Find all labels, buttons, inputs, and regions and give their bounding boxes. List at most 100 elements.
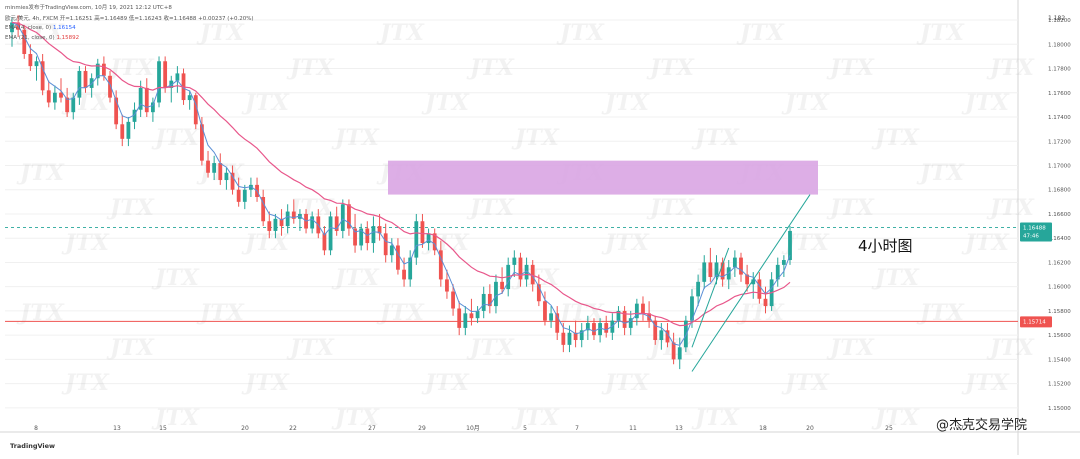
x-tick-label: 27 bbox=[368, 425, 376, 432]
candle-body bbox=[200, 124, 204, 161]
y-axis-top-label: 1.182 bbox=[1048, 15, 1065, 22]
upper-trendline bbox=[691, 247, 730, 348]
candle-body bbox=[555, 313, 560, 333]
candle-body bbox=[144, 87, 149, 113]
candle-body bbox=[261, 197, 266, 222]
watermark-text: JTX bbox=[421, 370, 470, 396]
candles bbox=[10, 15, 792, 370]
watermark-text: JTX bbox=[826, 335, 875, 361]
watermark-text: JTX bbox=[691, 125, 740, 151]
x-tick-label: 5 bbox=[523, 425, 527, 432]
y-tick-label: 1.18000 bbox=[1048, 42, 1071, 48]
watermark-text: JTX bbox=[511, 125, 560, 151]
watermark-text: JTX bbox=[151, 125, 200, 151]
y-tick-label: 1.15800 bbox=[1048, 309, 1071, 315]
watermark-text: JTX bbox=[986, 195, 1035, 221]
candle-body bbox=[543, 301, 547, 321]
watermark-text: JTX bbox=[466, 55, 515, 81]
watermark-text: JTX bbox=[466, 335, 515, 361]
symbol-name: 欧元/美元, 4h, FXCM bbox=[5, 16, 58, 22]
watermark-text: JTX bbox=[376, 300, 425, 326]
y-tick-label: 1.16800 bbox=[1048, 188, 1071, 194]
candle-body bbox=[739, 257, 743, 275]
candle-body bbox=[549, 313, 553, 321]
candle-body bbox=[579, 330, 584, 341]
candle-body bbox=[310, 216, 315, 229]
candle-body bbox=[402, 269, 406, 280]
candle-body bbox=[291, 211, 296, 219]
watermark-text: JTX bbox=[331, 125, 380, 151]
watermark-text: JTX bbox=[781, 90, 830, 116]
candle-body bbox=[530, 264, 535, 285]
candle-body bbox=[536, 284, 541, 302]
candle-body bbox=[634, 303, 639, 319]
candle-body bbox=[592, 323, 596, 336]
watermark-text: JTX bbox=[61, 90, 110, 116]
watermark-text: JTX bbox=[646, 55, 695, 81]
candle-body bbox=[359, 228, 364, 246]
candle-body bbox=[150, 102, 155, 113]
candle-body bbox=[59, 92, 63, 98]
candle-body bbox=[71, 97, 76, 113]
candle-body bbox=[408, 257, 413, 280]
watermark-text: JTX bbox=[466, 195, 515, 221]
candle-body bbox=[120, 124, 125, 139]
candle-body bbox=[414, 221, 419, 258]
candle-body bbox=[475, 310, 480, 319]
y-tick-label: 1.18200 bbox=[1048, 18, 1071, 24]
last-price-tag-text: 47:46 bbox=[1023, 234, 1039, 240]
candle-body bbox=[665, 330, 670, 343]
candle-body bbox=[757, 279, 762, 299]
watermark-text: JTX bbox=[601, 90, 650, 116]
y-tick-label: 1.15400 bbox=[1048, 357, 1071, 363]
candle-body bbox=[377, 226, 382, 234]
candle-body bbox=[224, 172, 229, 181]
ema-slow-legend[interactable]: EMA (21, close, 0) 1.15892 bbox=[5, 35, 79, 41]
publish-info: minmies发布于TradingView.com, 10月 19, 2021 … bbox=[5, 5, 172, 11]
x-tick-label: 18 bbox=[759, 425, 767, 432]
candle-body bbox=[132, 109, 137, 122]
watermark-text: JTX bbox=[196, 300, 245, 326]
candle-body bbox=[696, 281, 701, 297]
x-tick-label: 7 bbox=[575, 425, 579, 432]
watermark-text: JTX bbox=[556, 20, 605, 46]
x-tick-label: 13 bbox=[113, 425, 121, 432]
ema-fast-line bbox=[11, 22, 791, 346]
x-axis: 8 13 15 20 22 27 29 10月 5 7 11 13 18 20 25 27 bbox=[34, 425, 964, 432]
y-tick-label: 1.16600 bbox=[1048, 212, 1071, 218]
watermark-text: JTX bbox=[331, 265, 380, 291]
candle-body bbox=[653, 320, 658, 341]
candle-body bbox=[604, 323, 609, 333]
watermark-text: JTX bbox=[61, 230, 110, 256]
candle-body bbox=[285, 211, 290, 227]
ema-fast-value: 1.16154 bbox=[52, 25, 76, 31]
candle-body bbox=[101, 63, 106, 76]
candle-body bbox=[494, 281, 498, 307]
candle-body bbox=[242, 189, 247, 202]
candle-body bbox=[396, 245, 400, 270]
y-tick-label: 1.16000 bbox=[1048, 285, 1071, 291]
watermark-text: JTX bbox=[421, 90, 470, 116]
watermark-text: JTX bbox=[781, 370, 830, 396]
watermark-text: JTX bbox=[961, 230, 1010, 256]
candle-body bbox=[163, 61, 168, 88]
candle-body bbox=[714, 262, 719, 277]
support-price-tag-text: 1.15714 bbox=[1023, 319, 1046, 325]
candle-body bbox=[322, 233, 327, 251]
watermark-text: JTX bbox=[376, 20, 425, 46]
ema-fast-legend[interactable]: EMA (4, close, 0) 1.16154 bbox=[5, 25, 76, 31]
trendlines bbox=[691, 194, 811, 372]
candle-body bbox=[77, 70, 82, 98]
timeframe-annotation: 4小时图 bbox=[858, 237, 913, 255]
candle-body bbox=[249, 184, 253, 190]
watermark-text: JTX bbox=[826, 195, 875, 221]
x-tick-label: 27 bbox=[956, 425, 964, 432]
candle-body bbox=[598, 323, 602, 336]
candle-body bbox=[585, 323, 590, 331]
watermark-text: JTX bbox=[601, 230, 650, 256]
candle-body bbox=[28, 53, 33, 67]
tradingview-logo[interactable]: TradingView bbox=[10, 442, 56, 450]
candle-body bbox=[732, 257, 737, 268]
